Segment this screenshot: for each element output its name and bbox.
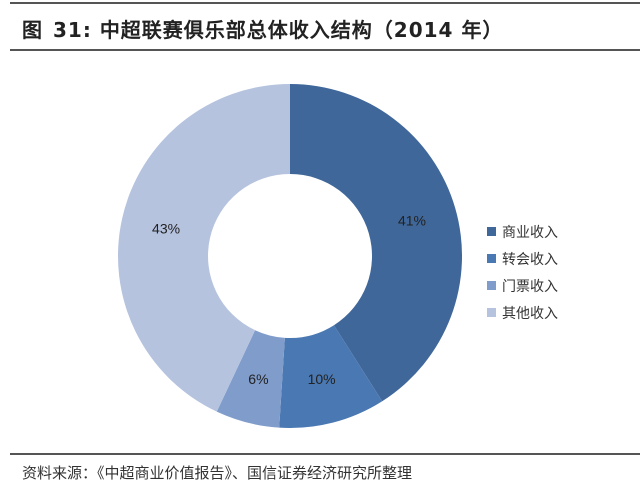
legend-label: 门票收入 — [502, 278, 558, 295]
donut-slice-2 — [216, 330, 285, 428]
source-note: 资料来源：《中超商业价值报告》、国信证券经济研究所整理 — [22, 464, 413, 482]
legend-label: 商业收入 — [502, 224, 558, 241]
slice-label-2: 6% — [248, 371, 268, 387]
legend-item-commercial: 商业收入 — [487, 218, 558, 245]
legend-swatch-ticket — [487, 281, 496, 290]
donut-labels: 41% 10% 6% 43% — [152, 213, 426, 387]
figure-label: 图 — [22, 18, 43, 42]
title-bottom-rule — [10, 49, 640, 51]
legend-item-ticket: 门票收入 — [487, 272, 558, 299]
legend-item-other: 其他收入 — [487, 299, 558, 326]
figure-title: 图 31: 中超联赛俱乐部总体收入结构（2014 年） — [22, 14, 503, 43]
top-rule — [10, 2, 640, 4]
donut-slice-3 — [117, 84, 290, 412]
legend-swatch-other — [487, 308, 496, 317]
slice-label-1: 10% — [308, 371, 336, 387]
legend-swatch-transfer — [487, 254, 496, 263]
footer-rule — [10, 453, 640, 455]
donut-slices — [117, 84, 462, 428]
figure-number: 31: — [53, 18, 92, 42]
donut-slice-0 — [290, 84, 462, 402]
donut-slice-1 — [279, 325, 383, 428]
legend-label: 其他收入 — [502, 305, 558, 322]
slice-label-3: 43% — [152, 220, 180, 236]
legend-label: 转会收入 — [502, 251, 558, 268]
legend-item-transfer: 转会收入 — [487, 245, 558, 272]
chart-legend: 商业收入 转会收入 门票收入 其他收入 — [487, 218, 558, 326]
slice-label-0: 41% — [398, 213, 426, 229]
figure-title-text: 中超联赛俱乐部总体收入结构（2014 年） — [99, 18, 504, 42]
legend-swatch-commercial — [487, 227, 496, 236]
